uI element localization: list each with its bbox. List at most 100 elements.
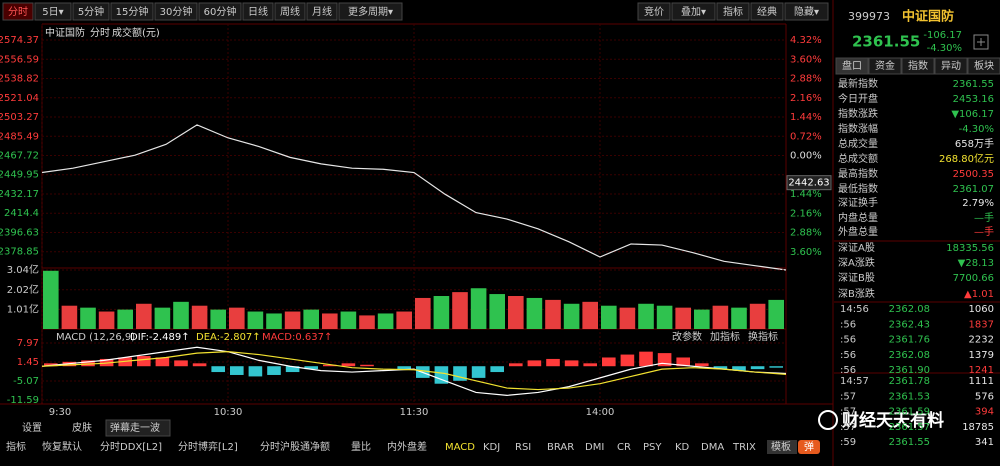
indicator-tab[interactable]: 分时博弈[L2] [178,440,238,453]
period-label: 5日▾ [42,7,63,18]
macd-bar [564,360,579,367]
macd-button[interactable]: 改参数 [672,330,702,343]
indicator-tab[interactable]: 指标 [6,440,26,453]
indicator-tab[interactable]: RSI [515,442,531,453]
panel-value: ▼28.13 [958,258,994,269]
trade-price: 2362.08 [889,304,930,315]
trade-time: :59 [840,437,856,448]
danmu-button-label: 弹 [804,440,814,453]
y-tick-label: 2538.82 [0,74,39,85]
macd-bar [192,363,207,367]
period-label: 分时 [8,6,28,18]
panel-value: ▼106.17 [951,109,994,120]
skin[interactable]: 皮肤 [72,421,92,434]
indicator-tab[interactable]: BRAR [547,442,574,453]
panel-label: 深证A股 [838,242,875,254]
macd-button[interactable]: 加指标 [710,330,740,343]
panel-tab[interactable] [967,57,1000,75]
y-tick-label: 2503.27 [0,112,39,123]
panel-tab-label: 资金 [875,59,895,72]
period-button[interactable] [306,2,338,21]
period-button[interactable] [154,2,198,21]
tool-button[interactable] [716,2,750,21]
y-tick-label: 2414.4 [4,208,39,219]
period-button[interactable] [242,2,274,21]
period-button[interactable] [110,2,154,21]
add-button[interactable] [973,34,989,50]
panel-tab[interactable] [835,57,869,75]
panel-tab-label: 板块 [974,59,994,72]
indicator-tab[interactable]: 分时沪股通净额 [260,440,330,453]
period-button[interactable] [72,2,110,21]
macd-value: MACD:0.637↑ [262,332,332,343]
tool-button[interactable] [750,2,784,21]
panel-value: 18335.56 [946,243,994,254]
trade-price: 2362.08 [889,350,930,361]
macd-bar [248,366,263,377]
trade-volume: 1837 [969,319,994,330]
indicator-tab[interactable]: DMA [701,442,724,453]
indicator-tab[interactable]: KDJ [483,442,500,453]
trade-volume: 1111 [969,376,994,387]
trade-price: 2361.59 [889,407,930,418]
indicator-tab[interactable]: 量比 [351,441,371,453]
macd-bar [527,360,542,367]
indicator-tab[interactable]: 内外盘差 [387,440,427,453]
tool-button[interactable] [637,2,671,21]
indicator-tab[interactable]: 分时DDX[L2] [100,441,162,453]
indicator-tab[interactable]: MACD [445,442,475,453]
panel-label: 指数涨幅 [838,122,878,135]
trade-volume: 341 [975,437,994,448]
indicator-tab[interactable]: TRIX [732,442,756,453]
tool-button[interactable] [784,2,829,21]
panel-label: 内盘总量 [838,211,878,224]
settings[interactable]: 设置 [22,422,42,434]
panel-tab[interactable] [901,57,935,75]
y2-tick-label: 1.44% [790,112,822,123]
macd-bar [583,363,597,367]
indicator-tab[interactable]: DMI [585,442,604,453]
macd-bar [81,360,95,367]
panel-label: 深证B股 [838,272,875,284]
y2-tick-label: 2.16% [790,93,822,104]
macd-bar [750,366,765,370]
volume-tick-label: 1.01亿 [7,302,39,315]
macd-bar [546,358,560,367]
period-button[interactable] [274,2,306,21]
panel-tab[interactable] [868,57,902,75]
indicator-tab[interactable]: PSY [643,442,662,453]
macd-bar [434,366,449,384]
panel-value: -4.30% [959,124,994,135]
panel-tab[interactable] [934,57,968,75]
panel-value: —手 [974,225,994,238]
period-button[interactable] [34,2,72,21]
indicator-tab[interactable]: CR [617,442,631,453]
indicator-tab[interactable]: 恢复默认 [42,440,82,453]
macd-dif: DIF:-2.489↑ [130,332,190,343]
macd-bar [602,357,616,367]
danmu-button[interactable] [798,440,820,454]
y2-tick-label: 0.72% [790,131,822,142]
indicator-tab[interactable]: 模板 [771,440,791,453]
y-tick-label: 2556.59 [0,54,39,65]
volume-bar [470,288,487,329]
danmu-box[interactable] [105,419,171,437]
trade-volume: 576 [975,391,994,402]
macd-line [41,351,787,391]
indicator-tab[interactable]: KD [675,442,690,453]
period-button[interactable] [338,2,403,21]
macd-bar [44,363,58,367]
y-tick-label: 2485.49 [0,131,39,142]
quote-change: -106.17 [923,30,962,41]
macd-bar [732,366,746,371]
macd-bar [769,366,783,368]
trade-price: 2361.78 [889,376,930,387]
volume-tick-label: 3.04亿 [7,263,39,276]
period-button[interactable] [2,2,34,21]
tool-button[interactable] [671,2,716,21]
macd-bar [620,354,635,367]
macd-button[interactable]: 换指标 [748,330,778,343]
period-button[interactable] [198,2,242,21]
y-tick-label: 2432.17 [0,189,39,200]
cursor-box [786,175,832,191]
